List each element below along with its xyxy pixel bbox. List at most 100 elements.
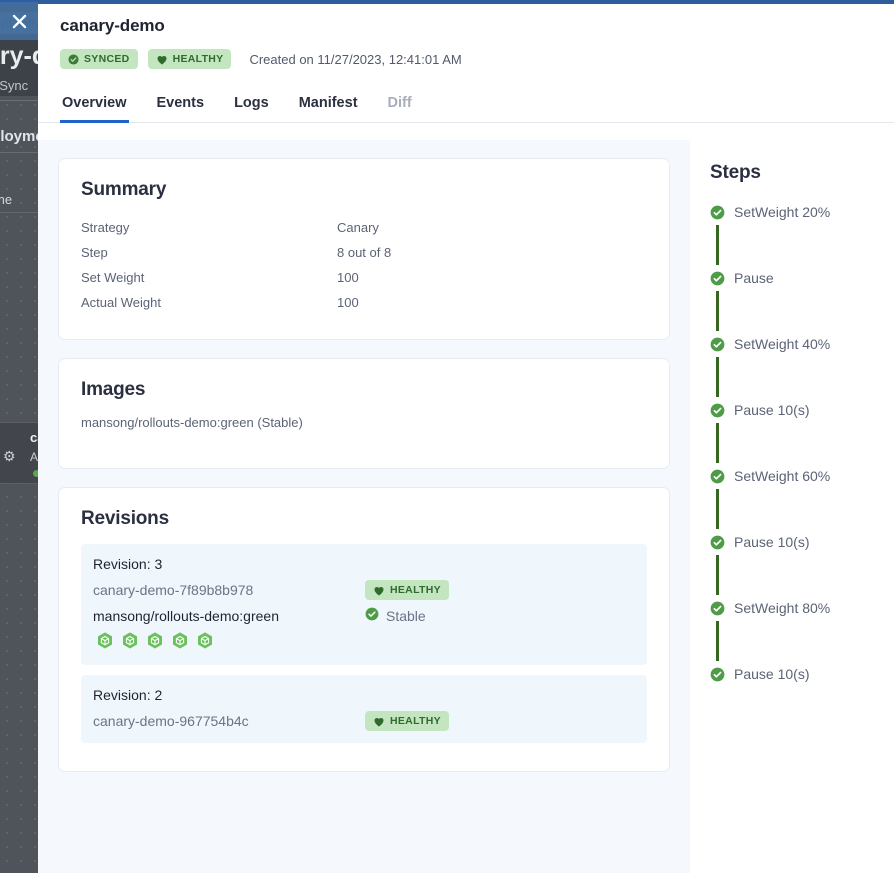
- step-item: SetWeight 20%: [710, 204, 874, 220]
- check-circle-icon: [365, 607, 379, 624]
- pod-icon: ⚙: [3, 448, 16, 464]
- status-badge-healthy: HEALTHY: [365, 711, 449, 731]
- rollout-detail-modal: canary-demo SYNCED HEALTHY: [38, 0, 894, 873]
- tab-events[interactable]: Events: [156, 95, 205, 111]
- heart-icon: [156, 54, 168, 65]
- summary-key: Set Weight: [81, 270, 145, 285]
- step-connector: [716, 423, 719, 463]
- revision-image: mansong/rollouts-demo:green: [93, 607, 279, 624]
- images-card-title: Images: [81, 379, 146, 400]
- check-circle-icon: [710, 205, 725, 220]
- check-circle-icon: [710, 337, 725, 352]
- step-item: SetWeight 40%: [710, 336, 874, 352]
- revision-replicaset-row: canary-demo-7f89b8b978 HEALTHY: [93, 580, 635, 600]
- status-badge-label: HEALTHY: [172, 53, 224, 65]
- tab-overview[interactable]: Overview: [60, 87, 129, 123]
- close-icon: [10, 12, 29, 31]
- summary-value: 8 out of 8: [337, 245, 392, 260]
- summary-key: Step: [81, 245, 108, 260]
- step-label: Pause 10(s): [734, 666, 810, 682]
- summary-key: Actual Weight: [81, 295, 161, 310]
- revision-image-row: mansong/rollouts-demo:green Stable: [93, 607, 635, 624]
- check-circle-icon: [710, 601, 725, 616]
- summary-value: Canary: [337, 220, 379, 235]
- revision-heading: Revision: 2: [93, 687, 163, 703]
- modal-body: Summary Strategy Canary Step 8 out of 8 …: [38, 140, 894, 873]
- revision-replicaset-row: canary-demo-967754b4c HEALTHY: [93, 711, 635, 731]
- step-connector: [716, 225, 719, 265]
- heart-icon: [373, 585, 385, 596]
- tab-bar: Overview Events Logs Manifest Diff: [38, 87, 894, 123]
- pod-icon[interactable]: [145, 631, 165, 651]
- image-item: mansong/rollouts-demo:green (Stable): [81, 415, 303, 430]
- pod-list: [95, 631, 635, 651]
- pod-icon[interactable]: [120, 631, 140, 651]
- check-circle-icon: [68, 53, 79, 65]
- step-label: SetWeight 80%: [734, 600, 831, 616]
- steps-panel-title: Steps: [710, 162, 761, 183]
- step-connector: [716, 357, 719, 397]
- page-title: canary-demo: [60, 16, 165, 35]
- summary-key: Strategy: [81, 220, 130, 235]
- summary-value: 100: [337, 295, 359, 310]
- step-connector: [716, 621, 719, 661]
- status-badge-label: HEALTHY: [390, 584, 441, 596]
- created-timestamp: Created on 11/27/2023, 12:41:01 AM: [249, 51, 462, 67]
- step-label: SetWeight 60%: [734, 468, 831, 484]
- step-connector: [716, 555, 719, 595]
- summary-row: Step 8 out of 8: [81, 240, 647, 265]
- status-badge-label: SYNCED: [84, 53, 130, 65]
- tab-manifest[interactable]: Manifest: [298, 95, 358, 111]
- summary-card: Summary Strategy Canary Step 8 out of 8 …: [58, 158, 670, 340]
- step-label: Pause: [734, 270, 774, 286]
- status-badge-label: HEALTHY: [390, 715, 441, 727]
- step-item: SetWeight 80%: [710, 600, 874, 616]
- modal-accent-bar: [38, 0, 894, 4]
- heart-icon: [373, 716, 385, 727]
- revision-item[interactable]: Revision: 3 canary-demo-7f89b8b978 HEALT…: [81, 544, 647, 665]
- step-item: Pause 10(s): [710, 534, 874, 550]
- status-badge-synced: SYNCED: [60, 49, 138, 69]
- revision-replicaset-name: canary-demo-967754b4c: [93, 713, 249, 729]
- revision-stable-indicator: Stable: [365, 607, 426, 624]
- status-badge-healthy: HEALTHY: [365, 580, 449, 600]
- step-label: SetWeight 40%: [734, 336, 831, 352]
- check-circle-icon: [710, 403, 725, 418]
- status-badge-healthy: HEALTHY: [147, 49, 232, 69]
- revision-stable-label: Stable: [386, 607, 426, 624]
- summary-card-title: Summary: [81, 179, 167, 200]
- status-dot: [33, 470, 40, 477]
- revisions-card: Revisions Revision: 3 canary-demo-7f89b8…: [58, 487, 670, 772]
- check-circle-icon: [710, 667, 725, 682]
- status-badge-row: SYNCED HEALTHY Created on 11/27/2023, 12…: [60, 49, 872, 69]
- tab-diff: Diff: [387, 95, 412, 111]
- step-label: SetWeight 20%: [734, 204, 831, 220]
- step-connector: [716, 291, 719, 331]
- pod-icon[interactable]: [195, 631, 215, 651]
- steps-panel: Steps SetWeight 20% Pa: [690, 140, 894, 873]
- summary-value: 100: [337, 270, 359, 285]
- step-item: Pause: [710, 270, 874, 286]
- check-circle-icon: [710, 271, 725, 286]
- revision-replicaset-name: canary-demo-7f89b8b978: [93, 582, 254, 598]
- pod-icon[interactable]: [170, 631, 190, 651]
- revision-item[interactable]: Revision: 2 canary-demo-967754b4c HEALTH…: [81, 675, 647, 743]
- check-circle-icon: [710, 469, 725, 484]
- step-label: Pause 10(s): [734, 534, 810, 550]
- summary-row: Actual Weight 100: [81, 290, 647, 315]
- step-connector: [716, 489, 719, 529]
- pod-icon[interactable]: [95, 631, 115, 651]
- step-item: Pause 10(s): [710, 666, 874, 682]
- background-column-name: me: [0, 192, 13, 207]
- revisions-card-title: Revisions: [81, 508, 169, 529]
- images-card: Images mansong/rollouts-demo:green (Stab…: [58, 358, 670, 469]
- check-circle-icon: [710, 535, 725, 550]
- revision-heading: Revision: 3: [93, 556, 163, 572]
- step-label: Pause 10(s): [734, 402, 810, 418]
- tab-logs[interactable]: Logs: [234, 95, 269, 111]
- background-sync-status: t Sync: [0, 78, 29, 93]
- close-button[interactable]: [0, 2, 38, 40]
- step-item: Pause 10(s): [710, 402, 874, 418]
- step-item: SetWeight 60%: [710, 468, 874, 484]
- summary-row: Strategy Canary: [81, 215, 647, 240]
